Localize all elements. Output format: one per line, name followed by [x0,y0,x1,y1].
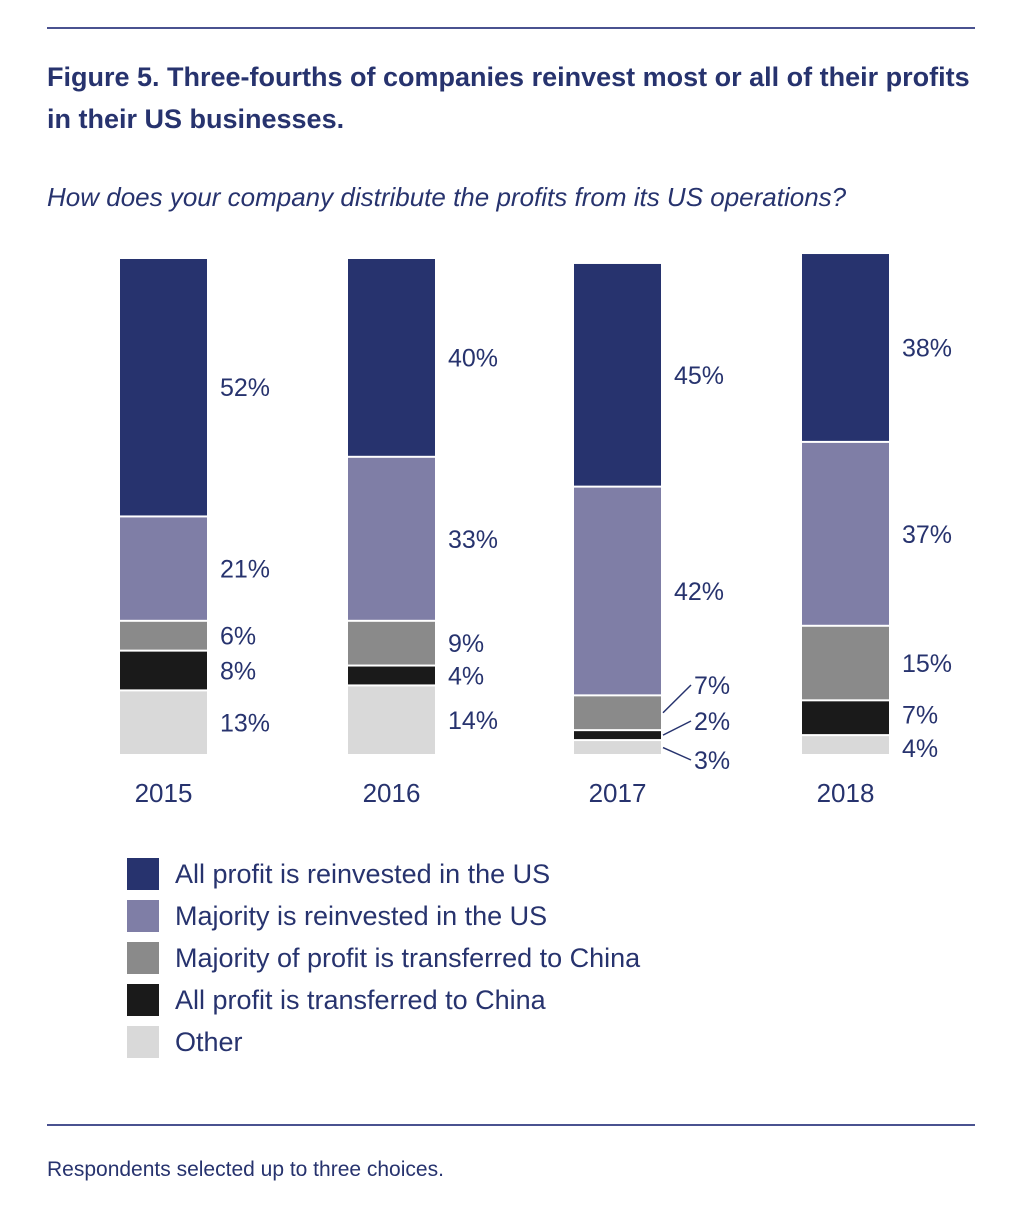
bar-segment-2017-4 [574,741,661,754]
bar-segment-2017-3 [574,731,661,740]
legend-item: All profit is transferred to China [127,979,640,1021]
data-label: 9% [448,630,484,658]
leader-line [662,720,692,736]
data-label: 14% [448,707,498,735]
legend-item: Majority of profit is transferred to Chi… [127,937,640,979]
bar-segment-2016-0 [348,259,435,456]
footnote: Respondents selected up to three choices… [47,1158,444,1181]
data-label: 13% [220,710,270,738]
legend-label: Other [175,1026,243,1057]
data-label: 3% [694,747,730,775]
bottom-rule [47,1124,975,1126]
x-tick-label: 2017 [589,778,647,808]
legend-item: Majority is reinvested in the US [127,895,640,937]
legend-item: Other [127,1021,640,1063]
x-tick-label: 2018 [817,778,875,808]
data-label: 2% [694,708,730,736]
figure-title: Figure 5. Three-fourths of companies rei… [47,62,970,134]
legend-swatch [127,858,159,890]
data-label: 40% [448,344,498,372]
data-label: 37% [902,521,952,549]
bar-segment-2015-1 [120,517,207,620]
data-label: 7% [694,672,730,700]
bar-segment-2018-2 [802,626,889,700]
legend: All profit is reinvested in the US Majori… [127,853,640,1063]
x-tick-label: 2015 [135,778,193,808]
leader-line [662,684,692,714]
legend-label: All profit is reinvested in the US [175,858,551,889]
figure-subtitle: How does your company distribute the pro… [47,182,847,212]
data-label: 8% [220,658,256,686]
bar-segment-2018-1 [802,442,889,625]
bar-segment-2016-4 [348,686,435,754]
bar-segment-2016-1 [348,457,435,620]
data-label: 21% [220,556,270,584]
stacked-bar-chart: 13% 8% 6% 21% 52% 2015 14% 4% 9% 33% 40% 2016 3% 2% 7%… [120,254,952,808]
legend-swatch [127,942,159,974]
bar-segment-2018-0 [802,254,889,441]
data-label: 15% [902,650,952,678]
legend-label: Majority of profit is transferred to Chi… [175,942,641,973]
top-rule [47,27,975,29]
legend-label: Majority is reinvested in the US [175,900,548,931]
bar-segment-2015-2 [120,621,207,650]
data-label: 38% [902,334,952,362]
bar-segment-2016-2 [348,621,435,665]
legend-item: All profit is reinvested in the US [127,853,640,895]
data-label: 33% [448,526,498,554]
bar-segment-2018-3 [802,701,889,735]
legend-swatch [127,984,159,1016]
data-label: 6% [220,623,256,651]
data-label: 52% [220,374,270,402]
leader-line [662,746,692,761]
bar-segment-2017-1 [574,487,661,695]
legend-swatch [127,900,159,932]
data-label: 42% [674,578,724,606]
data-label: 4% [448,662,484,690]
bar-segment-2015-0 [120,259,207,516]
data-label: 7% [902,702,938,730]
bar-segment-2018-4 [802,736,889,754]
data-label: 45% [674,362,724,390]
bar-segment-2015-3 [120,651,207,690]
bar-segment-2017-0 [574,263,661,486]
bar-segment-2016-3 [348,666,435,685]
x-tick-label: 2016 [363,778,421,808]
data-label: 4% [902,735,938,763]
legend-label: All profit is transferred to China [175,984,546,1015]
bar-segment-2017-2 [574,696,661,730]
legend-swatch [127,1026,159,1058]
bar-segment-2015-4 [120,691,207,754]
